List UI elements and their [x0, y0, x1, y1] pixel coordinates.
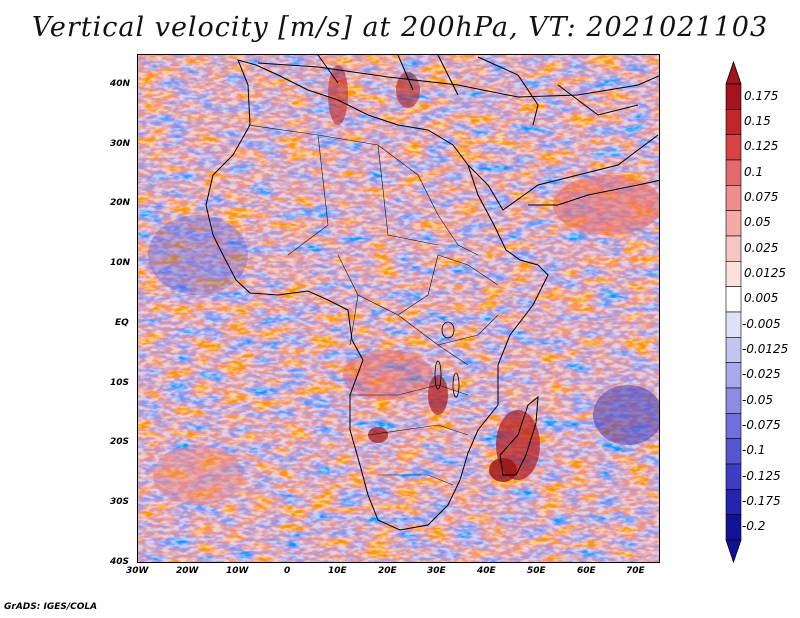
colorbar-swatch: [725, 514, 742, 541]
borders: [247, 124, 499, 486]
colorbar-label: 0.025: [744, 240, 779, 255]
colorbar-swatch: [725, 134, 742, 161]
colorbar-swatch: [725, 261, 742, 287]
lat-label: EQ: [115, 318, 129, 328]
colorbar-swatch: [725, 362, 742, 389]
colorbar-label: -0.005: [742, 316, 781, 331]
colorbar-swatch: [725, 185, 742, 211]
lon-label: 60E: [577, 566, 596, 576]
lon-label: 20E: [378, 566, 397, 576]
lon-label: 50E: [527, 566, 546, 576]
colorbar-label: 0.05: [744, 215, 771, 230]
colorbar-label: -0.075: [742, 418, 781, 432]
colorbar-bottom-arrow: [725, 539, 742, 564]
lon-label: 40E: [477, 566, 496, 576]
lat-label: 40S: [110, 557, 130, 567]
colorbar-label: 0.125: [744, 139, 779, 154]
lon-label: 10W: [226, 566, 249, 576]
lon-label: 30E: [427, 566, 446, 576]
colorbar-top-arrow: [725, 60, 742, 85]
colorbar-swatch: [725, 387, 742, 414]
colorbar-label: 0.075: [744, 190, 779, 204]
colorbar-label: 0.1: [744, 164, 764, 179]
lon-label: 10E: [328, 566, 347, 576]
colorbar-swatch: [725, 109, 742, 135]
colorbar-label: -0.175: [742, 494, 781, 508]
colorbar-label: -0.1: [742, 443, 766, 458]
chart-title: Vertical velocity [m/s] at 200hPa, VT: 2…: [31, 12, 769, 43]
colorbar-label: -0.025: [742, 367, 781, 382]
colorbar-label: -0.05: [742, 392, 774, 407]
lat-label: 10S: [110, 378, 130, 388]
footer-credit: GrADS: IGES/COLA: [4, 602, 98, 612]
colorbar-swatch: [725, 235, 742, 262]
lon-label: 30W: [126, 566, 149, 576]
lat-label: 40N: [110, 79, 131, 89]
lat-label: 30S: [110, 497, 130, 507]
colorbar-swatch: [725, 438, 742, 465]
colorbar-label: 0.15: [744, 114, 771, 128]
colorbar-label: 0.005: [744, 291, 779, 306]
colorbar-label: 0.0125: [744, 266, 786, 280]
colorbar: [725, 60, 742, 564]
lat-label: 30N: [110, 139, 131, 149]
colorbar-label: -0.125: [742, 468, 781, 483]
colorbar-swatch: [725, 489, 742, 515]
lon-label: 20W: [176, 566, 199, 576]
lat-label: 20S: [110, 437, 130, 447]
lat-label: 20N: [110, 198, 131, 208]
map-svg: [138, 55, 659, 562]
lon-label: 0: [284, 566, 291, 576]
colorbar-label: -0.2: [742, 519, 766, 534]
map-panel: [137, 54, 660, 563]
colorbar-label: 0.175: [744, 88, 779, 103]
lat-label: 10N: [110, 258, 131, 268]
colorbar-swatch: [725, 463, 742, 490]
colorbar-swatch: [725, 159, 742, 186]
colorbar-swatch: [725, 286, 742, 313]
colorbar-swatch: [725, 210, 742, 237]
colorbar-swatch: [725, 83, 742, 110]
colorbar-label: -0.0125: [742, 342, 789, 356]
colorbar-swatch: [725, 311, 742, 338]
colorbar-swatch: [725, 413, 742, 439]
lon-label: 70E: [626, 566, 645, 576]
colorbar-swatch: [725, 337, 742, 363]
coastlines: [205, 55, 659, 531]
